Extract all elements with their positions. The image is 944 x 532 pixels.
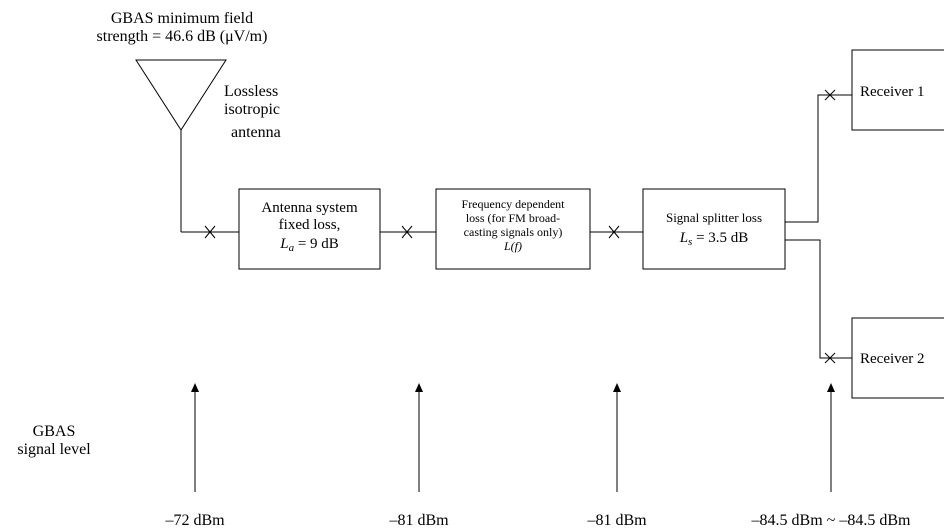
signal-level-label-line-1: GBAS: [33, 423, 76, 440]
level-value-1: –72 dBm: [164, 512, 225, 529]
frequency-loss-box: [435, 188, 591, 270]
level-arrow-4: [827, 383, 835, 492]
antenna-symbol: [135, 59, 227, 232]
signal-splitter-line-1: Signal splitter loss: [666, 210, 762, 225]
signal-splitter-box: [642, 188, 786, 270]
antenna-system-line-3: La = 9 dB: [279, 236, 339, 254]
antenna-label-line-1: Lossless: [224, 83, 278, 100]
frequency-loss-line-1: Frequency dependent: [462, 197, 566, 211]
frequency-loss-line-3: casting signals only): [464, 225, 563, 239]
antenna-system-line-1: Antenna system: [261, 200, 358, 216]
level-arrow-3: [613, 383, 621, 492]
signal-level-label-line-2: signal level: [17, 441, 91, 458]
receiver-1-box: [851, 49, 944, 131]
antenna-system-line-2: fixed loss,: [279, 217, 341, 233]
antenna-label-line-3: antenna: [231, 124, 281, 141]
level-arrow-1: [191, 383, 199, 492]
level-value-2: –81 dBm: [388, 512, 449, 529]
receiver-2-box: [851, 317, 944, 399]
cross-marker-3: [608, 225, 620, 239]
cross-marker-2: [401, 225, 413, 239]
antenna-system-box: [238, 188, 381, 270]
signal-splitter-line-2: Ls = 3.5 dB: [679, 230, 749, 248]
level-value-3: –81 dBm: [586, 512, 647, 529]
antenna-label-line-2: isotropic: [224, 101, 280, 118]
receiver-1-label: Receiver 1: [860, 84, 925, 100]
frequency-loss-line-4: L(f): [503, 239, 522, 253]
splitter-branch-lower: [785, 239, 852, 364]
level-arrow-2: [415, 383, 423, 492]
level-value-4: –84.5 dBm ~ –84.5 dBm: [751, 512, 911, 529]
receiver-2-label: Receiver 2: [860, 351, 925, 367]
frequency-loss-line-2: loss (for FM broad-: [466, 211, 560, 225]
splitter-branch-upper: [785, 89, 852, 223]
title-line-1: GBAS minimum field: [111, 10, 253, 27]
cross-marker-1: [204, 225, 216, 239]
title-line-2: strength = 46.6 dB (μV/m): [97, 28, 268, 45]
